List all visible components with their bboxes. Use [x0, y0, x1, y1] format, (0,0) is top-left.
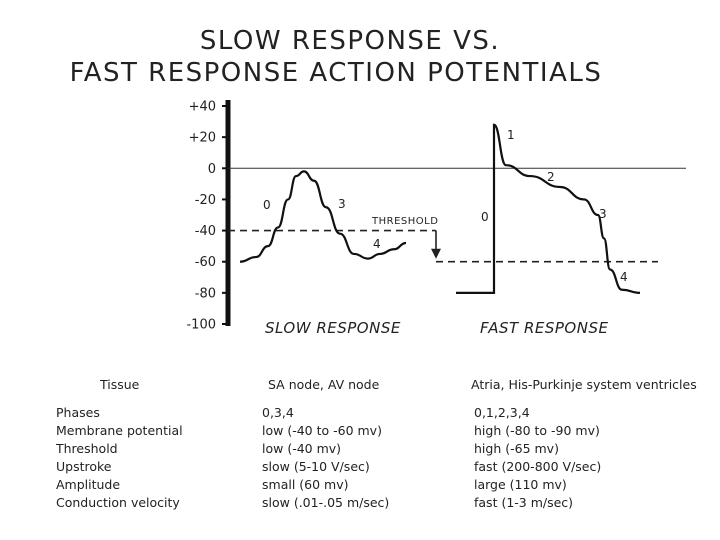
slow-response-curve — [239, 170, 407, 263]
fast-phase-1: 1 — [507, 128, 515, 142]
fast-phase-4: 4 — [620, 270, 628, 284]
table-row-label: Amplitude — [56, 477, 121, 492]
fast-response-label: FAST RESPONSE — [480, 319, 608, 337]
table-row-label: Membrane potential — [56, 423, 183, 438]
table-cell-slow: low (-40 to -60 mv) — [262, 423, 382, 438]
table-fast-column: 0,1,2,3,4 high (-80 to -90 mv) high (-65 m… — [474, 404, 601, 512]
table-cell-slow: low (-40 mv) — [262, 441, 342, 456]
slow-phase-3: 3 — [338, 197, 346, 211]
table-cell-fast: fast (1-3 m/sec) — [474, 495, 574, 510]
table-row-label: Conduction velocity — [56, 495, 180, 510]
slow-phase-0: 0 — [263, 198, 271, 212]
table-cell-slow: 0,3,4 — [262, 405, 294, 420]
y-tick-label: -40 — [195, 224, 216, 239]
table-cell-fast: fast (200-800 V/sec) — [474, 459, 602, 474]
title-line-1: SLOW RESPONSE VS. — [199, 26, 501, 56]
table-label-column: Phases Membrane potential Threshold Upstrok… — [56, 404, 183, 512]
fast-response-curve — [456, 123, 641, 294]
table-header-tissue: Tissue — [100, 377, 140, 392]
slow-response-label: SLOW RESPONSE — [265, 319, 401, 337]
table-cell-slow: small (60 mv) — [262, 477, 349, 492]
y-tick-label: +20 — [189, 131, 216, 146]
slow-phase-4: 4 — [373, 237, 381, 251]
y-tick-label: -60 — [195, 255, 216, 270]
y-tick-label: -20 — [195, 193, 216, 208]
fast-phase-0: 0 — [481, 210, 489, 224]
table-row-label: Phases — [56, 405, 100, 420]
y-tick-label: +40 — [189, 100, 216, 115]
table-cell-slow: slow (.01-.05 m/sec) — [262, 495, 390, 510]
table-cell-slow: slow (5-10 V/sec) — [262, 459, 370, 474]
table-cell-fast: large (110 mv) — [474, 477, 567, 492]
table-row-label: Threshold — [56, 441, 118, 456]
threshold-arrowhead — [431, 248, 441, 259]
table-row-label: Upstroke — [56, 459, 112, 474]
y-tick-label: -100 — [186, 318, 216, 333]
y-tick-label: 0 — [208, 162, 216, 177]
fast-phase-3: 3 — [599, 207, 607, 221]
y-tick-label: -80 — [195, 286, 216, 301]
table-cell-fast: high (-80 to -90 mv) — [474, 423, 600, 438]
threshold-label: THRESHOLD — [371, 216, 438, 227]
table-header-fast: Atria, His-Purkinje system ventricles — [471, 377, 697, 392]
table-cell-fast: 0,1,2,3,4 — [474, 405, 530, 420]
table-cell-fast: high (-65 mv) — [474, 441, 559, 456]
fast-phase-2: 2 — [547, 170, 555, 184]
table-slow-column: 0,3,4 low (-40 to -60 mv) low (-40 mv) slow… — [262, 404, 389, 512]
table-header-slow: SA node, AV node — [268, 377, 380, 392]
title-line-2: FAST RESPONSE ACTION POTENTIALS — [69, 58, 603, 88]
